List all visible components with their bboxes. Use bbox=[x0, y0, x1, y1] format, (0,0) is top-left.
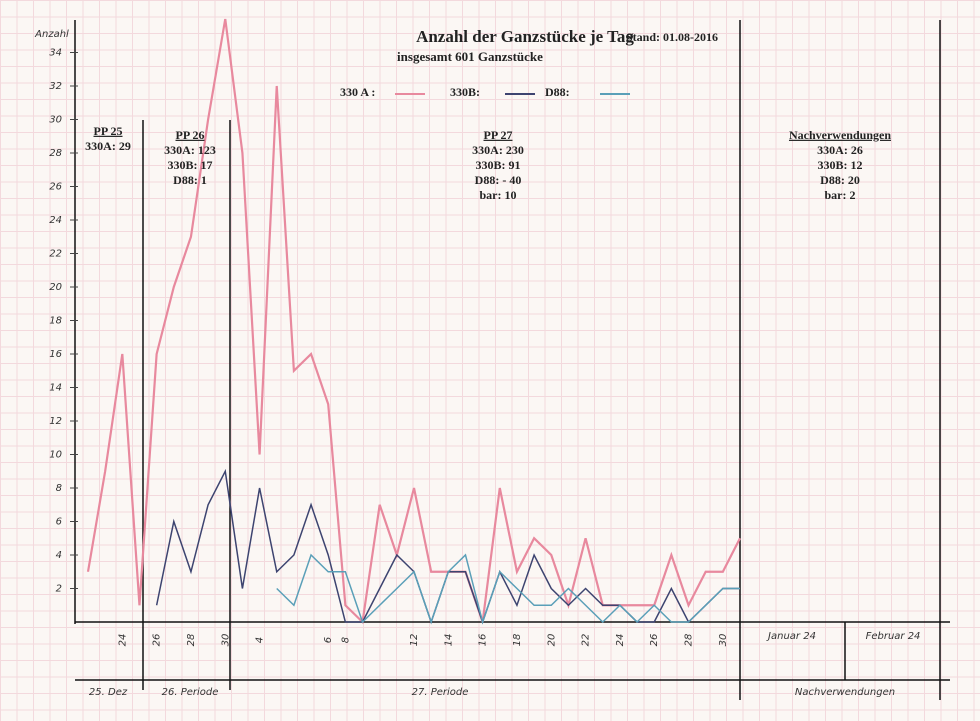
legend-label: 330B: bbox=[450, 85, 480, 99]
y-tick-label: 20 bbox=[49, 282, 62, 293]
x-tick-label: 6 bbox=[323, 637, 334, 643]
y-tick-label: 34 bbox=[49, 48, 62, 59]
month-label: Januar 24 bbox=[766, 631, 816, 642]
y-tick-label: 22 bbox=[49, 249, 62, 260]
chart-title: Anzahl der Ganzstücke je Tag bbox=[416, 27, 634, 46]
annotation-heading: PP 25 bbox=[94, 124, 123, 138]
x-tick-label: 20 bbox=[546, 634, 557, 647]
x-tick-label: 12 bbox=[409, 634, 420, 647]
y-tick-label: 28 bbox=[49, 148, 62, 159]
y-tick-label: 14 bbox=[49, 383, 62, 394]
y-tick-label: 6 bbox=[56, 517, 62, 528]
annotation-line: D88: 20 bbox=[820, 173, 860, 187]
annotation-line: D88: - 40 bbox=[475, 173, 522, 187]
x-tick-label: 4 bbox=[255, 637, 266, 643]
chart: Anzahl der Ganzstücke je Tag insgesamt 6… bbox=[0, 0, 980, 721]
y-tick-label: 10 bbox=[49, 450, 62, 461]
annotation-line: bar: 10 bbox=[480, 188, 517, 202]
annotation-heading: PP 26 bbox=[176, 128, 205, 142]
x-tick-label: 30 bbox=[718, 634, 729, 647]
x-tick-label: 24 bbox=[117, 634, 128, 647]
y-axis-label: Anzahl bbox=[34, 29, 69, 40]
x-tick-label: 28 bbox=[684, 634, 695, 647]
y-tick-label: 32 bbox=[49, 81, 62, 92]
y-tick-label: 4 bbox=[56, 550, 62, 561]
y-tick-label: 8 bbox=[56, 483, 62, 494]
chart-subtitle: insgesamt 601 Ganzstücke bbox=[397, 49, 543, 64]
x-tick-label: 14 bbox=[443, 634, 454, 647]
annotation-line: 330B: 12 bbox=[818, 158, 863, 172]
annotation-line: 330A: 123 bbox=[164, 143, 216, 157]
x-tick-label: 22 bbox=[581, 634, 592, 647]
period-label: 27. Periode bbox=[412, 687, 469, 698]
x-tick-label: 26 bbox=[152, 634, 163, 647]
y-tick-label: 18 bbox=[49, 316, 62, 327]
annotation-line: 330B: 17 bbox=[168, 158, 213, 172]
annotation-line: bar: 2 bbox=[825, 188, 856, 202]
legend-label: 330 A : bbox=[340, 85, 375, 99]
x-tick-label: 30 bbox=[220, 634, 231, 647]
y-tick-label: 2 bbox=[56, 584, 62, 595]
annotation-line: 330A: 230 bbox=[472, 143, 524, 157]
x-tick-label: 8 bbox=[340, 637, 351, 643]
x-tick-label: 16 bbox=[478, 634, 489, 647]
y-tick-label: 24 bbox=[49, 215, 62, 226]
y-tick-label: 12 bbox=[49, 416, 62, 427]
x-tick-label: 18 bbox=[512, 634, 523, 647]
annotation-heading: Nachverwendungen bbox=[789, 128, 891, 142]
series-line bbox=[88, 19, 740, 622]
y-tick-label: 26 bbox=[49, 182, 62, 193]
y-tick-label: 30 bbox=[49, 115, 62, 126]
annotation-heading: PP 27 bbox=[484, 128, 513, 142]
annotation-line: 330B: 91 bbox=[476, 158, 521, 172]
legend-label: D88: bbox=[545, 85, 570, 99]
y-tick-label: 16 bbox=[49, 349, 62, 360]
period-label: 25. Dez bbox=[89, 687, 128, 698]
annotation-line: D88: 1 bbox=[173, 173, 207, 187]
month-label: Februar 24 bbox=[866, 631, 921, 642]
period-label: Nachverwendungen bbox=[795, 687, 895, 698]
stand-date: Stand: 01.08-2016 bbox=[626, 30, 718, 44]
series-line bbox=[157, 471, 740, 622]
x-tick-label: 24 bbox=[615, 634, 626, 647]
annotation-line: 330A: 26 bbox=[817, 143, 863, 157]
annotation-line: 330A: 29 bbox=[85, 139, 131, 153]
x-tick-label: 26 bbox=[649, 634, 660, 647]
period-label: 26. Periode bbox=[162, 687, 219, 698]
x-tick-label: 28 bbox=[186, 634, 197, 647]
